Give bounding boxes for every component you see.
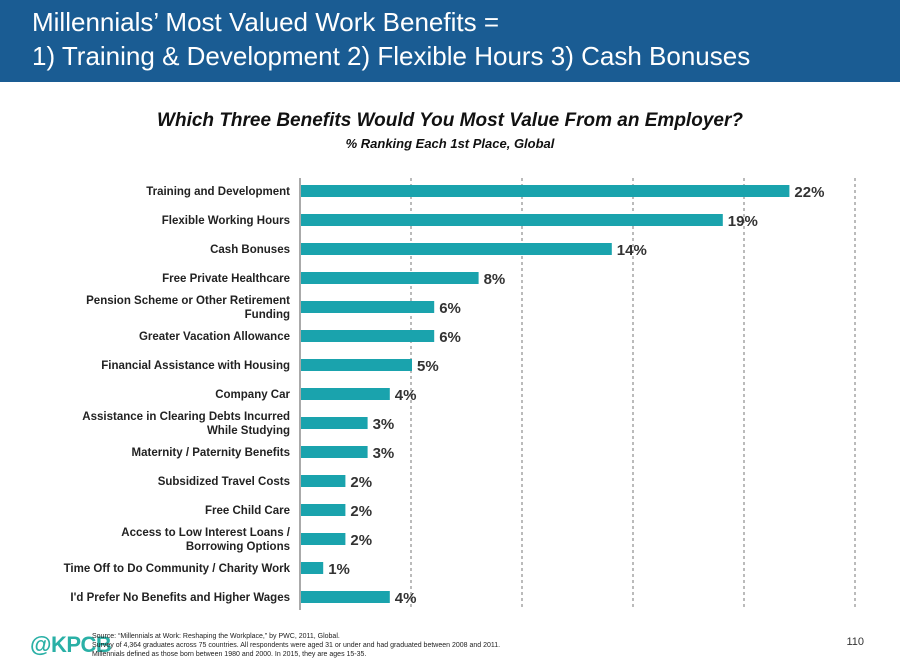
bar: [301, 446, 368, 458]
category-label: Access to Low Interest Loans /: [121, 527, 291, 539]
footer: @KPCB Source: “Millennials at Work: Resh…: [0, 630, 900, 671]
bar-value-label: 19%: [728, 213, 758, 230]
category-label: While Studying: [207, 425, 290, 437]
bar: [301, 243, 612, 255]
kpcb-logo: @KPCB: [30, 632, 112, 657]
bar-value-label: 6%: [439, 300, 461, 317]
category-label: Training and Development: [146, 186, 290, 198]
bar: [301, 504, 346, 516]
bar-value-label: 6%: [439, 329, 461, 346]
bar-value-label: 8%: [484, 271, 506, 288]
bar: [301, 330, 435, 342]
bar: [301, 272, 479, 284]
bar: [301, 562, 324, 574]
bar-value-label: 2%: [350, 474, 372, 491]
category-label: Pension Scheme or Other Retirement: [86, 295, 290, 307]
category-label: Free Child Care: [205, 505, 290, 517]
category-label: Flexible Working Hours: [162, 215, 290, 227]
bar: [301, 417, 368, 429]
category-label: Free Private Healthcare: [162, 273, 290, 285]
header-title-line2: 1) Training & Development 2) Flexible Ho…: [32, 41, 751, 71]
category-label: Borrowing Options: [186, 541, 290, 553]
bar-value-label: 2%: [350, 503, 372, 520]
bar-value-label: 22%: [794, 184, 824, 201]
bar-value-label: 4%: [395, 590, 417, 607]
bar-value-label: 14%: [617, 242, 647, 259]
bar-value-label: 5%: [417, 358, 439, 375]
bar: [301, 475, 346, 487]
bar-value-label: 3%: [373, 416, 395, 433]
slide-header: Millennials’ Most Valued Work Benefits =…: [0, 0, 900, 82]
bar: [301, 591, 390, 603]
source-note: Source: “Millennials at Work: Reshaping …: [92, 632, 812, 659]
category-label: Assistance in Clearing Debts Incurred: [82, 411, 290, 423]
bar: [301, 301, 435, 313]
bar: [301, 359, 412, 371]
chart-subtitle: % Ranking Each 1st Place, Global: [345, 136, 555, 151]
category-label: Cash Bonuses: [210, 244, 290, 256]
category-label: Greater Vacation Allowance: [139, 331, 290, 343]
category-label: Financial Assistance with Housing: [101, 360, 290, 372]
bar-value-label: 1%: [328, 561, 350, 578]
category-label: Maternity / Paternity Benefits: [132, 447, 290, 459]
source-line: Source: “Millennials at Work: Reshaping …: [92, 633, 340, 640]
source-line: Survey of 4,364 graduates across 75 coun…: [92, 642, 501, 649]
bar: [301, 388, 390, 400]
chart-title: Which Three Benefits Would You Most Valu…: [157, 110, 743, 131]
category-label: Subsidized Travel Costs: [158, 476, 290, 488]
category-label: I'd Prefer No Benefits and Higher Wages: [70, 592, 290, 604]
bar-value-label: 3%: [373, 445, 395, 462]
category-label: Time Off to Do Community / Charity Work: [64, 563, 291, 575]
bar: [301, 185, 790, 197]
bar-value-label: 2%: [350, 532, 372, 549]
bar: [301, 533, 346, 545]
bar: [301, 214, 723, 226]
category-label: Funding: [245, 309, 290, 321]
header-title-line1: Millennials’ Most Valued Work Benefits =: [32, 7, 499, 37]
bar-chart: 22% Training and Development 19% Flexible W…: [64, 178, 856, 610]
category-label: Company Car: [215, 389, 290, 401]
page-number: 110: [846, 636, 864, 648]
bar-value-label: 4%: [395, 387, 417, 404]
source-line: Millennials defined as those born betwee…: [92, 651, 367, 658]
